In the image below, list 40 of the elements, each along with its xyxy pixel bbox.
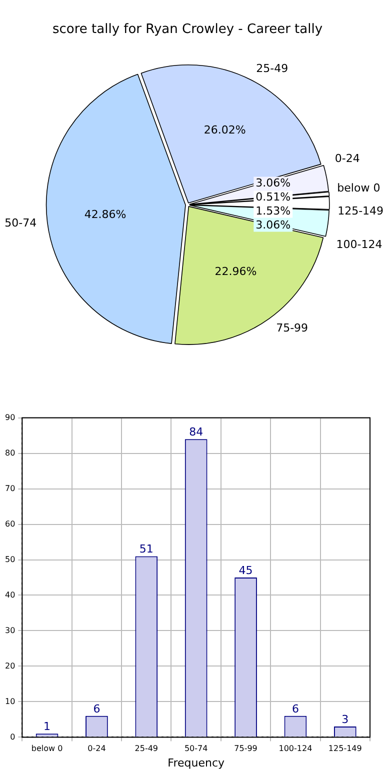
x-tick-label: 100-124 — [278, 744, 312, 754]
data-label: 22.96% — [214, 265, 257, 278]
x-tick-label: 50-74 — [184, 744, 208, 754]
x-tick-label: 75-99 — [234, 744, 258, 754]
y-tick-label: 50 — [4, 554, 16, 564]
slice-label: 75-99 — [276, 321, 308, 334]
x-tick-label: 25-49 — [134, 744, 158, 754]
slice-label: 50-74 — [4, 216, 37, 230]
slice-label: 0-24 — [334, 152, 360, 166]
data-label: 51 — [139, 542, 154, 556]
y-tick-label: 70 — [4, 484, 16, 493]
y-tick-label: 20 — [4, 661, 16, 670]
data-label: 42.86% — [84, 208, 126, 221]
y-tick-label: 10 — [4, 696, 16, 706]
x-tick-label: 125-149 — [328, 744, 362, 754]
slice-label: 125-149 — [338, 204, 384, 218]
data-label: 45 — [238, 564, 253, 577]
chart-title: score tally for Ryan Crowley - Career tally — [52, 22, 323, 38]
data-label: 3.06% — [256, 176, 291, 190]
data-label: 26.02% — [204, 124, 246, 137]
x-axis-title: Frequency — [168, 756, 225, 770]
data-label: 6 — [93, 702, 100, 716]
data-label: 84 — [189, 425, 204, 438]
x-tick-label: below 0 — [31, 744, 63, 754]
data-label: 1 — [44, 720, 51, 734]
slice-label: 25-49 — [256, 62, 288, 75]
y-tick-label: 0 — [10, 732, 16, 742]
y-tick-label: 90 — [4, 412, 16, 422]
data-label: 6 — [292, 702, 299, 716]
slice-label: below 0 — [337, 181, 380, 194]
data-label: 3 — [342, 712, 349, 726]
y-tick-label: 30 — [4, 626, 16, 635]
y-tick-label: 40 — [4, 590, 16, 600]
data-label: 1.53% — [256, 204, 291, 218]
data-label: 0.51% — [256, 190, 291, 204]
slice-label: 100-124 — [336, 238, 382, 252]
y-tick-label: 60 — [4, 519, 16, 528]
x-tick-label: 0-24 — [88, 744, 106, 754]
data-label: 3.06% — [256, 218, 291, 232]
y-tick-label: 80 — [4, 448, 16, 458]
